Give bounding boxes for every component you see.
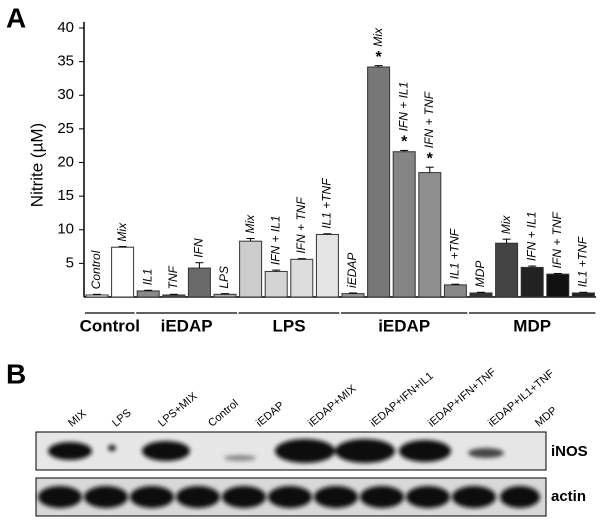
bar — [367, 66, 391, 298]
band — [468, 448, 504, 458]
bar-label: IL1 +TNF — [448, 228, 462, 279]
bar — [187, 267, 211, 298]
y-axis-label: Nitrite (µM) — [27, 123, 46, 207]
bar — [341, 293, 365, 298]
bar-label: IFN + TNF — [294, 197, 308, 254]
y-tick-label: 35 — [57, 53, 74, 70]
bar-label: Mix — [499, 215, 513, 235]
bar — [418, 172, 442, 298]
y-tick-label: 15 — [57, 187, 74, 204]
bar-label: IFN + TNF — [550, 211, 564, 268]
bar — [85, 294, 109, 298]
bar-label: IFN + TNF — [422, 91, 436, 148]
row-label: actin — [551, 488, 586, 505]
group-label: iEDAP — [378, 316, 430, 335]
y-tick-label: 25 — [57, 120, 74, 137]
panel-label: B — [6, 358, 26, 389]
bar — [239, 240, 263, 298]
bar-label: Mix — [371, 27, 385, 47]
y-tick-label: 5 — [66, 254, 74, 271]
band — [130, 486, 174, 508]
group-label: MDP — [513, 316, 551, 335]
bar-label: IFN + IL1 — [268, 215, 282, 265]
band — [275, 439, 335, 463]
band — [360, 486, 404, 508]
band — [176, 486, 220, 508]
lane-label: LPS+MIX — [156, 390, 200, 430]
group-label: LPS — [272, 316, 305, 335]
band — [399, 440, 451, 462]
bar — [495, 242, 519, 298]
bar — [392, 151, 416, 298]
lane-label: LPS — [110, 407, 134, 430]
significance-marker: * — [375, 49, 382, 66]
lane-label: iEDAP+MIX — [306, 382, 359, 429]
lane-label: MIX — [66, 407, 89, 429]
band — [142, 441, 190, 461]
bar — [264, 270, 288, 298]
bar-label: LPS — [217, 266, 231, 289]
bar-label: TNF — [166, 265, 180, 289]
group-label: Control — [80, 316, 140, 335]
y-tick-label: 30 — [57, 86, 74, 103]
row-label: iNOS — [551, 443, 588, 460]
y-tick-label: 10 — [57, 221, 74, 238]
group-label: iEDAP — [161, 316, 213, 335]
bar — [571, 292, 595, 298]
band — [222, 486, 266, 508]
bar — [162, 294, 186, 298]
blot — [35, 431, 547, 517]
band — [38, 486, 82, 508]
lane-label: iEDAP — [254, 400, 287, 430]
bar-label: Mix — [115, 222, 129, 242]
band — [314, 486, 358, 508]
bar — [443, 284, 467, 298]
bar — [520, 266, 544, 298]
lane-label: MDP — [533, 405, 559, 430]
bar — [136, 290, 160, 298]
band — [108, 445, 116, 451]
significance-marker: * — [427, 150, 434, 167]
y-tick-label: 20 — [57, 153, 74, 170]
bar-label: MDP — [473, 261, 487, 288]
bar-label: iEDAP — [345, 253, 359, 288]
band — [406, 486, 450, 508]
bar — [290, 258, 314, 298]
bar — [213, 293, 237, 298]
bar-label: IL1 — [140, 269, 154, 286]
bar — [546, 273, 570, 298]
band — [452, 486, 496, 508]
band — [84, 486, 128, 508]
band — [268, 486, 312, 508]
band — [224, 455, 256, 461]
bar — [315, 233, 339, 298]
y-tick-label: 40 — [57, 19, 74, 36]
bar-label: IFN — [192, 238, 206, 258]
band — [48, 442, 92, 460]
panel-label: A — [6, 2, 26, 33]
lane-label: Control — [206, 398, 241, 430]
bar-label: Control — [89, 250, 103, 289]
bar-label: IL1 +TNF — [576, 236, 590, 287]
bar-label: IFN + IL1 — [396, 82, 410, 132]
bar-label: IL1 +TNF — [320, 178, 334, 229]
band — [500, 486, 540, 508]
band — [335, 439, 395, 463]
bar-label: IFN + IL1 — [524, 211, 538, 261]
significance-marker: * — [401, 134, 408, 151]
bar — [469, 292, 493, 298]
bar-label: Mix — [243, 214, 257, 234]
bar — [111, 246, 135, 298]
